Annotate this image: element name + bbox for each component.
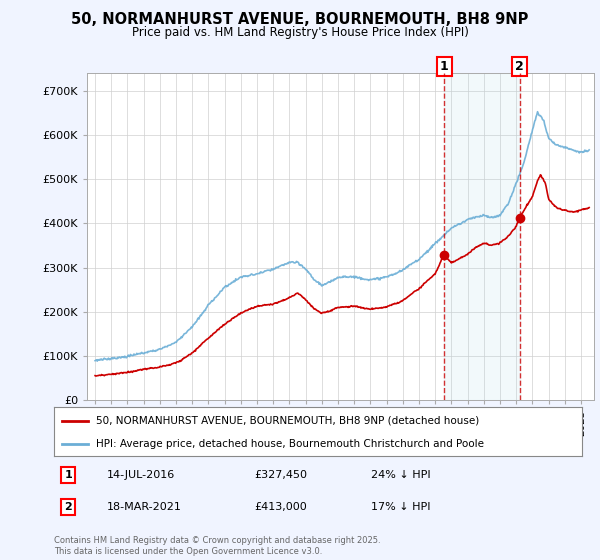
Text: 18-MAR-2021: 18-MAR-2021: [107, 502, 182, 512]
Text: HPI: Average price, detached house, Bournemouth Christchurch and Poole: HPI: Average price, detached house, Bour…: [96, 439, 484, 449]
Text: 1: 1: [65, 470, 73, 480]
Text: 1: 1: [440, 60, 448, 73]
Text: 17% ↓ HPI: 17% ↓ HPI: [371, 502, 430, 512]
Text: 50, NORMANHURST AVENUE, BOURNEMOUTH, BH8 9NP: 50, NORMANHURST AVENUE, BOURNEMOUTH, BH8…: [71, 12, 529, 27]
Bar: [444, 73, 520, 400]
Text: 50, NORMANHURST AVENUE, BOURNEMOUTH, BH8 9NP (detached house): 50, NORMANHURST AVENUE, BOURNEMOUTH, BH8…: [96, 416, 479, 426]
Text: £327,450: £327,450: [254, 470, 308, 480]
Text: Contains HM Land Registry data © Crown copyright and database right 2025.
This d: Contains HM Land Registry data © Crown c…: [54, 536, 380, 556]
Text: 24% ↓ HPI: 24% ↓ HPI: [371, 470, 430, 480]
Text: 2: 2: [515, 60, 524, 73]
Text: Price paid vs. HM Land Registry's House Price Index (HPI): Price paid vs. HM Land Registry's House …: [131, 26, 469, 39]
Text: 2: 2: [65, 502, 73, 512]
Text: 14-JUL-2016: 14-JUL-2016: [107, 470, 175, 480]
Text: £413,000: £413,000: [254, 502, 307, 512]
